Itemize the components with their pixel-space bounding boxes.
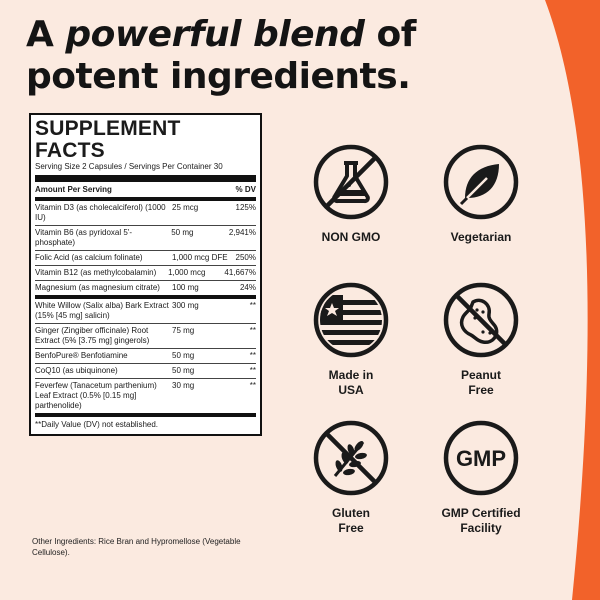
nutrient-name: Ginger (Zingiber officinale) Root Extrac…: [35, 326, 150, 345]
facts-row: White Willow (Salix alba) Bark Extract (…: [35, 299, 256, 324]
nutrient-name: White Willow (Salix alba) Bark Extract (…: [35, 301, 169, 320]
nutrient-dv: 2,941%: [228, 228, 256, 237]
badge-non-gmo: NON GMO: [281, 144, 421, 245]
nutrient-name: BenfoPure® Benfotiamine: [35, 351, 128, 360]
nutrient-name: Vitamin D3 (as cholecalciferol) (1000 IU…: [35, 203, 166, 222]
badge-gluten-free: Gluten Free: [281, 420, 421, 536]
other-ingredients: Other Ingredients: Rice Bran and Hyprome…: [32, 537, 241, 557]
non-gmo-icon: [313, 144, 389, 220]
headline: A powerful blend of potent ingredients.: [26, 14, 506, 98]
dv-header: % DV: [235, 185, 256, 194]
facts-row: BenfoPure® Benfotiamine 50 mg **: [35, 349, 256, 364]
headline-emphasis: powerful blend: [65, 14, 365, 55]
nutrient-dv: 41,667%: [224, 268, 256, 277]
facts-row: Vitamin B12 (as methylcobalamin) 1,000 mc…: [35, 266, 256, 281]
facts-rows: Vitamin D3 (as cholecalciferol) (1000 IU…: [35, 201, 256, 417]
peanut-free-icon: [443, 282, 519, 358]
nutrient-dv: **: [249, 301, 256, 310]
headline-line2: potent ingredients.: [26, 56, 411, 97]
supplement-facts-panel: SUPPLEMENT FACTS Serving Size 2 Capsules…: [29, 113, 262, 436]
nutrient-dv: 125%: [235, 203, 256, 212]
nutrient-amount: 50 mg: [172, 351, 195, 360]
nutrient-dv: **: [249, 366, 256, 375]
amount-header: Amount Per Serving: [35, 185, 112, 194]
nutrient-amount: 25 mcg: [172, 203, 199, 212]
facts-row: Vitamin B6 (as pyridoxal 5'-phosphate) 50…: [35, 226, 256, 251]
nutrient-amount: 1,000 mcg: [168, 268, 206, 277]
facts-row: CoQ10 (as ubiquinone) 50 mg **: [35, 364, 256, 379]
facts-row: Feverfew (Tanacetum parthenium) Leaf Ext…: [35, 379, 256, 417]
nutrient-dv: **: [249, 326, 256, 335]
facts-row: Folic Acid (as calcium folinate) 1,000 mc…: [35, 251, 256, 266]
badge-label-gmp: GMP Certified Facility: [441, 506, 521, 535]
badge-peanut-free: Peanut Free: [411, 282, 551, 398]
nutrient-name: Feverfew (Tanacetum parthenium) Leaf Ext…: [35, 381, 157, 410]
nutrient-name: CoQ10 (as ubiquinone): [35, 366, 118, 375]
facts-row: Magnesium (as magnesium citrate) 100 mg 24…: [35, 281, 256, 299]
nutrient-dv: **: [249, 351, 256, 360]
usa-flag-icon: [313, 282, 389, 358]
nutrient-amount: 75 mg: [172, 326, 195, 335]
badge-label-peanut-free: Peanut Free: [460, 368, 501, 397]
serving-info: Serving Size 2 Capsules / Servings Per C…: [35, 162, 256, 182]
headline-part2: of: [364, 14, 416, 55]
badge-label-vegetarian: Vegetarian: [450, 230, 512, 244]
nutrient-amount: 30 mg: [172, 381, 195, 390]
badge-made-in-usa: Made in USA: [281, 282, 421, 398]
badge-label-non-gmo: NON GMO: [321, 230, 381, 244]
nutrient-amount: 1,000 mcg DFE: [172, 253, 228, 262]
nutrient-dv: 24%: [239, 283, 256, 292]
badge-gmp: GMP GMP Certified Facility: [411, 420, 551, 536]
gmp-icon-text: GMP: [456, 446, 506, 471]
nutrient-name: Vitamin B6 (as pyridoxal 5'-phosphate): [35, 228, 132, 247]
gluten-free-icon: [313, 420, 389, 496]
nutrient-dv: **: [249, 381, 256, 390]
facts-row: Ginger (Zingiber officinale) Root Extrac…: [35, 324, 256, 349]
nutrient-amount: 100 mg: [172, 283, 199, 292]
badge-label-gluten-free: Gluten Free: [332, 506, 370, 535]
nutrient-amount: 50 mg: [172, 366, 195, 375]
headline-part1: A: [26, 14, 66, 55]
badge-label-made-in-usa: Made in USA: [328, 368, 374, 397]
facts-footnote: **Daily Value (DV) not established.: [35, 420, 159, 429]
nutrient-name: Vitamin B12 (as methylcobalamin): [35, 268, 157, 277]
nutrient-dv: 250%: [235, 253, 256, 262]
nutrient-amount: 300 mg: [172, 301, 199, 310]
nutrient-amount: 50 mg: [171, 228, 194, 237]
facts-header-row: Amount Per Serving % DV: [35, 182, 256, 201]
nutrient-name: Folic Acid (as calcium folinate): [35, 253, 143, 262]
gmp-icon: GMP: [443, 420, 519, 496]
facts-row: Vitamin D3 (as cholecalciferol) (1000 IU…: [35, 201, 256, 226]
badge-vegetarian: Vegetarian: [411, 144, 551, 245]
leaf-icon: [443, 144, 519, 220]
facts-title: SUPPLEMENT FACTS: [35, 117, 181, 162]
nutrient-name: Magnesium (as magnesium citrate): [35, 283, 160, 292]
